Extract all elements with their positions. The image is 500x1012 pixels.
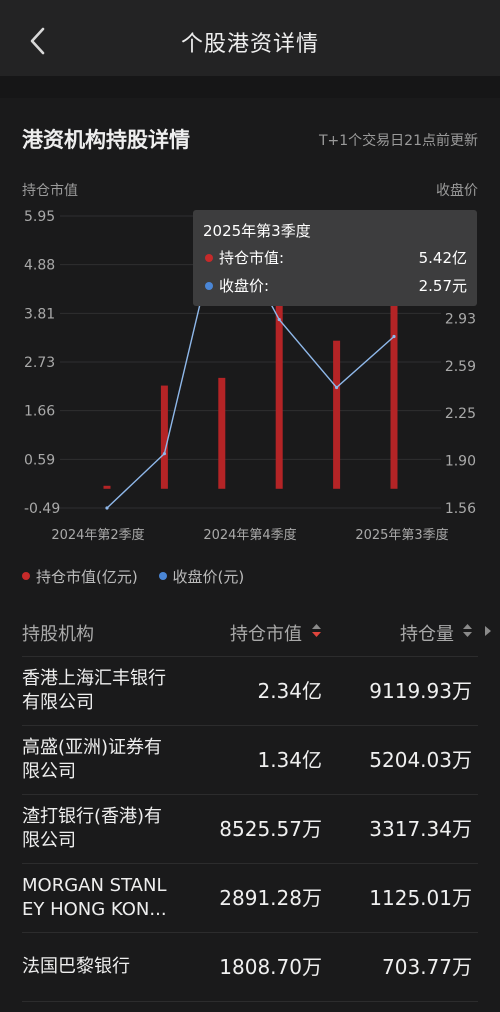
chevron-left-icon[interactable] <box>26 26 52 56</box>
tooltip-label: 持仓市值: <box>219 249 285 267</box>
price-point <box>277 317 281 322</box>
holding-value: 2.34亿 <box>257 679 322 703</box>
bar <box>390 240 398 489</box>
left-tick-label: 5.95 <box>24 209 55 225</box>
holding-value: 1.34亿 <box>257 748 322 772</box>
red-dot-icon <box>22 571 30 580</box>
x-tick-label: 2024年第4季度 <box>203 527 296 543</box>
holdings-chart[interactable]: 5.954.883.812.731.660.59-0.493.282.932.5… <box>0 200 500 550</box>
bar <box>275 259 283 489</box>
sort-icon[interactable] <box>463 624 472 638</box>
bar <box>333 340 341 489</box>
bar <box>160 385 168 489</box>
update-note: T+1个交易日21点前更新 <box>318 133 478 149</box>
column-header-quantity[interactable]: 持仓量 <box>400 624 454 645</box>
right-tick-label: 2.93 <box>445 311 476 327</box>
blue-dot-icon <box>205 282 213 290</box>
blue-dot-icon <box>158 571 167 580</box>
holding-quantity: 9119.93万 <box>369 679 472 703</box>
right-axis-title: 收盘价 <box>436 183 478 199</box>
right-tick-label: 1.90 <box>445 454 476 470</box>
tooltip-title: 2025年第3季度 <box>203 222 311 240</box>
section-title: 港资机构持股详情 <box>22 128 190 152</box>
institution-name: 渣打银行(香港)有限公司 <box>22 806 163 851</box>
table-row[interactable]: 渣打银行(香港)有限公司 8525.57万 3317.34万 <box>22 794 478 863</box>
price-point <box>335 385 339 390</box>
left-tick-label: 0.59 <box>24 452 55 468</box>
sort-desc-icon[interactable] <box>312 624 321 638</box>
column-header-institution: 持股机构 <box>22 624 94 645</box>
table-header: 持股机构 持仓市值 持仓量 <box>0 610 500 654</box>
holding-value: 1808.70万 <box>219 955 322 979</box>
header-divider <box>0 76 500 98</box>
x-tick-label: 2024年第2季度 <box>51 527 144 543</box>
right-tick-label: 2.25 <box>445 406 476 422</box>
bar <box>218 377 226 489</box>
legend-item-price[interactable]: 收盘价(元) <box>158 566 245 587</box>
tooltip-value: 5.42亿 <box>418 249 467 267</box>
holding-quantity: 1125.01万 <box>369 886 472 910</box>
left-tick-label: 2.73 <box>24 355 55 371</box>
right-tick-label: 1.56 <box>445 501 476 517</box>
tooltip-row-value: 持仓市值: 5.42亿 <box>203 247 467 269</box>
tooltip-row-price: 收盘价: 2.57元 <box>203 275 467 297</box>
price-point <box>162 452 166 456</box>
table-row[interactable]: 高盛(亚洲)证券有限公司 1.34亿 5204.03万 <box>22 725 478 794</box>
holding-quantity: 3317.34万 <box>369 817 472 841</box>
chevron-right-icon[interactable] <box>484 624 493 638</box>
bar <box>103 485 111 489</box>
legend-label: 收盘价(元) <box>172 568 245 586</box>
x-tick-label: 2025年第3季度 <box>355 527 448 543</box>
institution-name: 高盛(亚洲)证券有限公司 <box>22 737 163 782</box>
legend-label: 持仓市值(亿元) <box>36 568 138 586</box>
institution-name: 香港上海汇丰银行有限公司 <box>22 668 166 713</box>
page-title: 个股港资详情 <box>180 32 319 57</box>
holding-value: 2891.28万 <box>219 886 322 910</box>
price-point <box>105 506 109 510</box>
tooltip-label: 收盘价: <box>219 277 270 295</box>
right-tick-label: 2.59 <box>445 359 476 375</box>
column-header-value[interactable]: 持仓市值 <box>230 624 302 645</box>
institution-name: MORGAN STANLEY HONG KON... <box>22 875 167 920</box>
left-axis-title: 持仓市值 <box>22 183 78 199</box>
price-point <box>392 334 396 339</box>
chart-legend: 持仓市值(亿元) 收盘价(元) <box>22 566 260 587</box>
holding-quantity: 703.77万 <box>382 955 472 979</box>
left-tick-label: -0.49 <box>24 501 60 517</box>
holding-value: 8525.57万 <box>219 817 322 841</box>
left-tick-label: 4.88 <box>24 258 55 274</box>
table-row[interactable]: 法国巴黎银行 1808.70万 703.77万 <box>22 932 478 1002</box>
institution-name: 法国巴黎银行 <box>22 956 130 977</box>
chart-tooltip: 2025年第3季度 持仓市值: 5.42亿 收盘价: 2.57元 <box>193 210 477 306</box>
holding-quantity: 5204.03万 <box>369 748 472 772</box>
left-tick-label: 3.81 <box>24 306 55 322</box>
table-row[interactable]: MORGAN STANLEY HONG KON... 2891.28万 1125… <box>22 863 478 932</box>
red-dot-icon <box>205 254 213 262</box>
top-bar: 个股港资详情 <box>0 0 500 76</box>
tooltip-value: 2.57元 <box>418 277 467 295</box>
left-tick-label: 1.66 <box>24 404 55 420</box>
table-row[interactable]: 香港上海汇丰银行有限公司 2.34亿 9119.93万 <box>22 656 478 725</box>
legend-item-value[interactable]: 持仓市值(亿元) <box>22 566 138 587</box>
